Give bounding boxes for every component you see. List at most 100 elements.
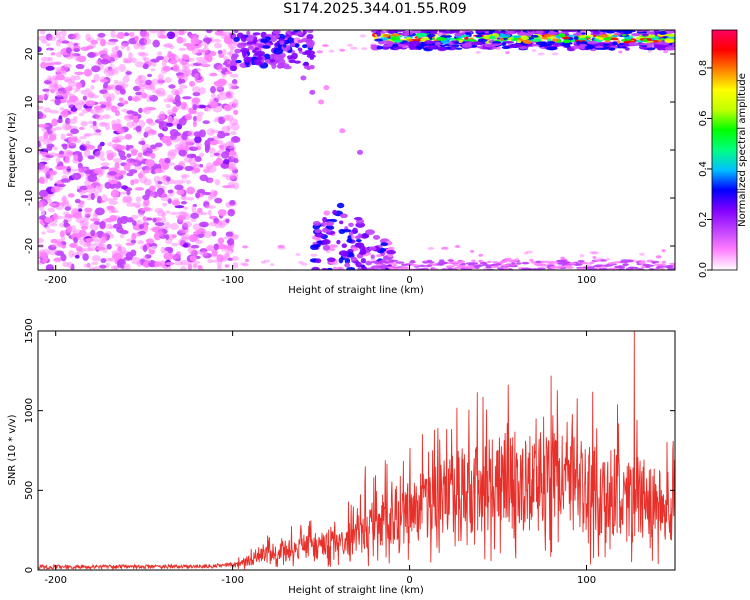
spectrogram-y-tick-label: 0	[24, 147, 35, 153]
spectrogram-cell	[589, 251, 597, 255]
spectrogram-cell	[207, 209, 213, 216]
spectrogram-cell	[166, 31, 176, 40]
spectrogram-cell	[424, 40, 434, 45]
spectrogram-cell	[43, 131, 49, 140]
spectrogram-cell	[38, 168, 42, 173]
spectrogram-cell	[90, 94, 99, 99]
spectrogram-cell	[107, 105, 118, 109]
spectrogram-cell	[270, 263, 275, 267]
spectrogram-cell	[204, 107, 209, 112]
spectrogram-cell	[47, 75, 52, 82]
spectrogram-cell	[114, 110, 120, 117]
spectrogram-cell	[145, 238, 154, 244]
spectrogram-cell	[245, 36, 254, 42]
spectrogram-cell	[78, 189, 85, 195]
spectrogram-cell	[395, 46, 403, 49]
spectrogram-cell	[192, 119, 197, 128]
spectrogram-cell	[445, 265, 451, 269]
spectrogram-cell	[164, 157, 171, 164]
spectrogram-cell	[143, 106, 152, 115]
spectrogram-cell	[188, 158, 197, 165]
spectrogram-cell	[68, 118, 78, 124]
spectrogram-cell	[60, 253, 67, 262]
spectrogram-cell	[75, 217, 86, 224]
spectrogram-cell	[650, 260, 660, 264]
spectrogram-cell	[176, 36, 184, 44]
spectrogram-cell	[102, 38, 107, 46]
spectrogram-cell	[129, 161, 139, 166]
spectrogram-cell	[128, 51, 133, 60]
spectrogram-cell	[365, 260, 372, 266]
spectrogram-cell	[118, 97, 124, 102]
spectrogram-cell	[633, 267, 639, 270]
spectrogram-cell	[658, 30, 667, 35]
spectrogram-cell	[448, 41, 453, 46]
spectrogram-cell	[118, 129, 125, 135]
spectrogram-cell	[165, 210, 171, 214]
spectrogram-cell	[586, 40, 598, 45]
spectrogram-cell	[57, 38, 62, 43]
spectrogram-cell	[461, 35, 467, 38]
snr-x-tick-label: -100	[221, 575, 244, 586]
spectrogram-cell	[73, 97, 80, 106]
spectrogram-x-tick-label: 0	[406, 275, 412, 286]
spectrogram-cell	[133, 42, 141, 50]
spectrogram-cell	[202, 120, 210, 125]
spectrogram-cell	[110, 265, 120, 270]
spectrogram-cell	[110, 52, 119, 57]
spectrogram-cell	[138, 120, 146, 128]
spectrogram-cell	[576, 267, 587, 270]
spectrogram-cell	[79, 185, 88, 191]
spectrogram-cell	[277, 244, 285, 248]
snr-y-tick-label: 0	[24, 567, 35, 573]
spectrogram-cell	[325, 221, 334, 227]
spectrogram-cell	[149, 227, 160, 232]
spectrogram-cell	[174, 184, 184, 191]
spectrogram-cell	[427, 45, 437, 50]
spectrogram-cell	[62, 211, 70, 216]
spectrogram-cell	[136, 260, 143, 267]
spectrogram-cell	[104, 181, 112, 189]
spectrogram-cell	[478, 253, 484, 257]
spectrogram-cell	[379, 247, 387, 252]
spectrogram-cell	[371, 30, 378, 33]
spectrogram-cell	[500, 34, 511, 38]
spectrogram-cell	[552, 38, 559, 42]
spectrogram-cell	[66, 225, 73, 233]
spectrogram-cell	[91, 255, 101, 262]
spectrogram-cell	[256, 50, 266, 57]
spectrogram-cell	[535, 30, 544, 35]
spectrogram-cell	[78, 112, 85, 117]
spectrogram-cell	[332, 266, 338, 270]
spectrogram-cell	[644, 264, 655, 267]
spectrogram-cell	[180, 73, 190, 78]
spectrogram-cell	[265, 36, 271, 41]
spectrogram-cell	[272, 30, 281, 35]
spectrogram-cell	[355, 239, 362, 243]
spectrogram-cell	[314, 229, 322, 234]
spectrogram-cell	[209, 72, 218, 77]
spectrogram-cell	[458, 39, 463, 43]
spectrogram-cell	[61, 40, 70, 44]
spectrogram-cell	[221, 163, 229, 169]
spectrogram-cell	[579, 34, 586, 39]
spectrogram-cell	[602, 37, 614, 41]
spectrogram-cell	[344, 257, 351, 264]
spectrogram-cell	[186, 153, 197, 159]
spectrogram-cell	[49, 223, 58, 227]
spectrogram-cell	[594, 259, 601, 262]
spectrogram-cell	[209, 147, 216, 155]
spectrogram-cell	[200, 250, 209, 257]
spectrogram-cell	[605, 257, 611, 261]
spectrogram-cell	[182, 220, 193, 228]
spectrogram-cell	[370, 258, 376, 262]
spectrogram-cell	[174, 94, 181, 103]
spectrogram-cell	[328, 49, 335, 53]
spectrogram-cell	[62, 93, 68, 100]
spectrogram-cell	[178, 30, 185, 36]
spectrogram-cell	[158, 121, 164, 130]
spectrogram-cell	[229, 46, 235, 52]
spectrogram-cell	[619, 32, 625, 35]
spectrogram-cell	[346, 266, 356, 270]
